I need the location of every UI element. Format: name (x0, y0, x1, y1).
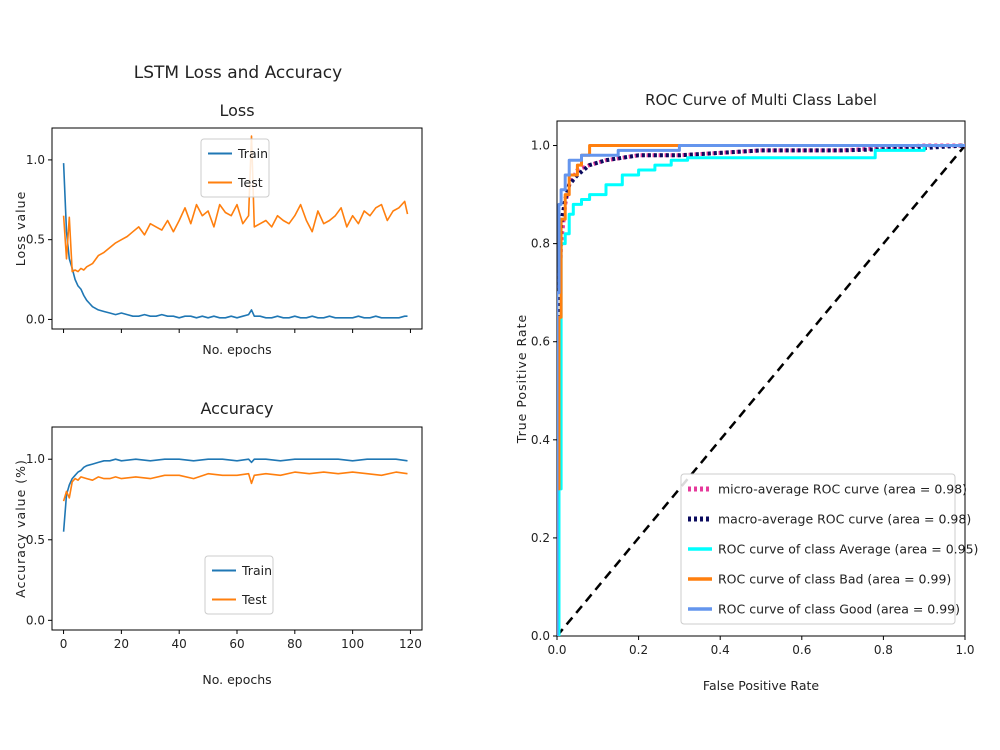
loss-ytick-label: 0.5 (26, 233, 45, 247)
roc-legend: micro-average ROC curve (area = 0.98) mac… (680, 473, 978, 625)
accuracy-xtick-label: 60 (229, 637, 244, 651)
roc-xtick-label: 0.0 (547, 643, 566, 657)
roc-series-line-1 (557, 143, 965, 636)
roc-ytick-label: 0.4 (531, 433, 550, 447)
roc-xtick-label: 1.0 (955, 643, 974, 657)
accuracy-chart: 0 20 40 60 80 100 120 0.0 0.5 1.0 Accuracy No. epoc… (13, 399, 423, 687)
roc-chart: 0.0 0.2 0.4 0.6 0.8 1.0 0.0 0.2 0.4 0.6 0.8 1.0 ROC … (514, 91, 978, 693)
accuracy-xtick-label: 0 (60, 637, 68, 651)
roc-legend-label-3: ROC curve of class Bad (area = 0.99) (718, 572, 951, 587)
roc-xtick-label: 0.6 (792, 643, 811, 657)
roc-legend-label-1: macro-average ROC curve (area = 0.98) (718, 512, 971, 527)
roc-legend-label-2: ROC curve of class Average (area = 0.95) (718, 542, 978, 557)
accuracy-ytick-label: 1.0 (26, 452, 45, 466)
loss-series-line-0 (62, 163, 408, 319)
accuracy-xtick-label: 80 (287, 637, 302, 651)
accuracy-ytick-label: 0.5 (26, 533, 45, 547)
loss-legend: Train Test (200, 138, 270, 198)
roc-legend-label-0: micro-average ROC curve (area = 0.98) (718, 482, 967, 497)
accuracy-xtick-label: 100 (341, 637, 364, 651)
accuracy-legend: Train Test (204, 555, 274, 615)
accuracy-ytick-label: 0.0 (26, 613, 45, 627)
loss-y-axis-label: Loss value (13, 191, 28, 267)
roc-x-axis-label: False Positive Rate (703, 678, 819, 693)
accuracy-legend-label-1: Test (241, 592, 267, 607)
roc-series-line-4 (557, 144, 965, 636)
roc-xtick-label: 0.2 (629, 643, 648, 657)
roc-legend-box (680, 473, 956, 625)
roc-ytick-label: 0.8 (531, 237, 550, 251)
accuracy-xtick-label: 40 (172, 637, 187, 651)
accuracy-chart-title: Accuracy (200, 399, 273, 418)
accuracy-plot-area (62, 458, 408, 532)
accuracy-y-axis-label: Accuracy value (%) (13, 459, 28, 598)
roc-legend-label-4: ROC curve of class Good (area = 0.99) (718, 602, 960, 617)
loss-legend-label-1: Test (237, 175, 263, 190)
roc-xtick-label: 0.4 (711, 643, 730, 657)
roc-plot-area (557, 143, 965, 636)
roc-series-line-2 (557, 144, 965, 636)
roc-ytick-label: 1.0 (531, 139, 550, 153)
loss-legend-label-0: Train (237, 146, 268, 161)
accuracy-xtick-label: 120 (399, 637, 422, 651)
loss-x-axis-label: No. epochs (202, 342, 271, 357)
roc-y-axis-label: True Positive Rate (514, 314, 529, 444)
loss-plot-area (62, 135, 409, 319)
roc-chance-diagonal (557, 144, 965, 636)
loss-ytick-label: 0.0 (26, 312, 45, 326)
accuracy-x-axis-label: No. epochs (202, 672, 271, 687)
loss-chart: 0.0 0.5 1.0 Loss No. epochs Loss value Train Te… (13, 101, 423, 357)
roc-chart-title: ROC Curve of Multi Class Label (645, 91, 877, 109)
figure-suptitle: LSTM Loss and Accuracy (134, 63, 342, 83)
loss-series-line-1 (62, 135, 409, 273)
roc-ytick-label: 0.2 (531, 531, 550, 545)
roc-series-line-3 (557, 144, 965, 636)
accuracy-series-line-1 (62, 471, 408, 502)
roc-ytick-label: 0.0 (531, 629, 550, 643)
loss-ytick-label: 1.0 (26, 153, 45, 167)
accuracy-xtick-label: 20 (114, 637, 129, 651)
roc-xtick-label: 0.8 (874, 643, 893, 657)
accuracy-series-line-0 (62, 458, 408, 532)
roc-ytick-label: 0.6 (531, 335, 550, 349)
accuracy-legend-label-0: Train (241, 563, 272, 578)
loss-chart-title: Loss (219, 101, 254, 120)
